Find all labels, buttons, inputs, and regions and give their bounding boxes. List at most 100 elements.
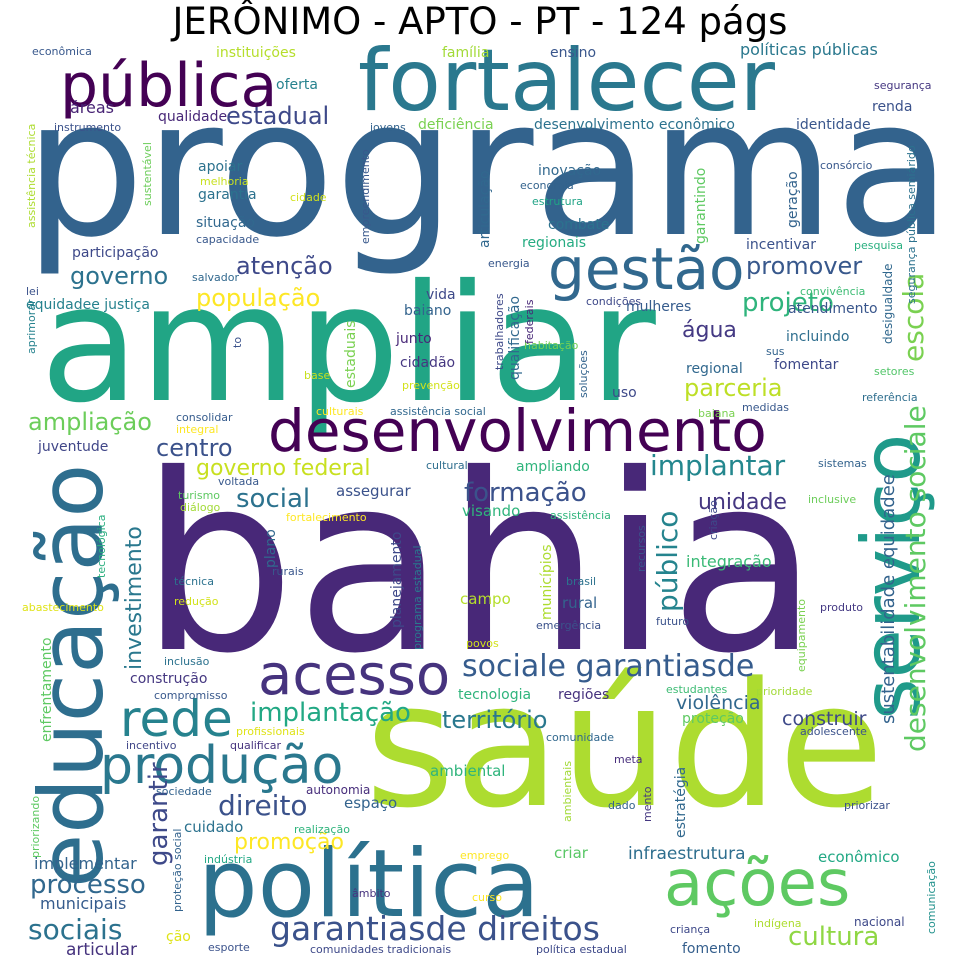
word: qualificação bbox=[507, 295, 523, 380]
word: emprego bbox=[460, 849, 510, 862]
word: promoção bbox=[234, 830, 344, 855]
word: desenvolvimento bbox=[268, 397, 767, 465]
word: cuidado bbox=[184, 818, 244, 836]
word: qualificar bbox=[230, 739, 282, 752]
word: regionais bbox=[522, 235, 587, 251]
word: ensino bbox=[550, 45, 597, 61]
word: qualidade bbox=[158, 109, 228, 125]
word: ção bbox=[166, 929, 191, 945]
word: compromisso bbox=[154, 689, 228, 702]
word: incluindo bbox=[786, 329, 850, 345]
word: autonomia bbox=[306, 783, 371, 797]
word: renda bbox=[872, 99, 913, 115]
word: fortalecer bbox=[358, 31, 776, 131]
word: enfrentamento bbox=[39, 637, 55, 742]
word: inovação bbox=[538, 163, 602, 179]
word: salvador bbox=[192, 271, 240, 284]
word: violência bbox=[676, 692, 761, 714]
word: regiões bbox=[558, 687, 610, 703]
word: desigualdade bbox=[881, 263, 895, 344]
word: visando bbox=[462, 502, 521, 520]
word: empreendimento bbox=[359, 149, 372, 244]
word: desenvolvimento econômico bbox=[534, 117, 735, 133]
word: indígena bbox=[754, 917, 802, 930]
word: articular bbox=[66, 940, 138, 960]
word: baiana bbox=[698, 407, 736, 420]
word: apoiar bbox=[198, 159, 243, 175]
word: mento bbox=[641, 786, 654, 823]
word: integral bbox=[176, 423, 219, 436]
word: criança bbox=[670, 923, 711, 936]
word: processo bbox=[30, 870, 146, 900]
word: construção bbox=[130, 671, 208, 687]
word: assistência técnica bbox=[25, 123, 38, 228]
word: assistência social bbox=[390, 405, 486, 418]
word: pública bbox=[60, 51, 278, 121]
word: bahia bbox=[140, 422, 820, 707]
word: economia bbox=[520, 179, 574, 192]
word: vida bbox=[426, 287, 456, 303]
word: criar bbox=[554, 844, 588, 862]
word: recursos bbox=[635, 525, 648, 572]
word: cidadão bbox=[400, 355, 456, 371]
word: governo federal bbox=[196, 456, 371, 481]
word: planejamento bbox=[389, 531, 405, 629]
word: estadual bbox=[226, 102, 330, 130]
word: curso bbox=[472, 891, 503, 904]
word: profissionais bbox=[236, 725, 305, 738]
word: junto bbox=[396, 331, 432, 347]
word: garantir bbox=[144, 762, 174, 866]
word: brasil bbox=[566, 575, 597, 588]
word: cultura bbox=[788, 922, 880, 952]
word: prevenção bbox=[402, 379, 460, 392]
word: desenvolvimento sociale bbox=[899, 405, 932, 752]
word: comunicação bbox=[925, 861, 938, 934]
word: trabalhadores bbox=[493, 293, 506, 370]
word: sistemas bbox=[818, 457, 867, 470]
word: geração bbox=[785, 171, 801, 228]
word: assegurar bbox=[336, 482, 411, 500]
word: convivência bbox=[800, 285, 866, 298]
word: instrumento bbox=[54, 121, 122, 134]
word: sustentável bbox=[141, 142, 154, 206]
word: ações bbox=[664, 847, 851, 921]
word: estratégia bbox=[673, 766, 689, 838]
word: implantar bbox=[650, 449, 786, 482]
word: ambientais bbox=[561, 760, 574, 822]
word: garantindo bbox=[693, 167, 709, 244]
word: assistência bbox=[550, 509, 611, 522]
word: energia bbox=[488, 257, 530, 270]
word: deficiência bbox=[418, 117, 494, 133]
word: inclusão bbox=[164, 655, 210, 668]
word: água bbox=[682, 318, 737, 343]
word: base bbox=[304, 369, 331, 382]
word: social bbox=[236, 484, 311, 514]
word: combate bbox=[548, 217, 610, 233]
word: redução bbox=[174, 595, 219, 608]
word: regional bbox=[686, 361, 743, 377]
word: referência bbox=[862, 391, 918, 404]
word: técnica bbox=[174, 575, 214, 588]
word: proteção social bbox=[171, 828, 184, 912]
word: incentivo bbox=[126, 739, 177, 752]
word: espaço bbox=[344, 794, 398, 812]
word: municipais bbox=[40, 894, 127, 913]
word: uso bbox=[612, 385, 637, 401]
word: aprimorar bbox=[25, 299, 38, 354]
word: estaduais bbox=[343, 320, 359, 389]
word: sociale garantiasde bbox=[462, 649, 755, 684]
word: sociedade bbox=[156, 785, 212, 798]
word: âmbito bbox=[352, 887, 391, 900]
word: fortalecimento bbox=[286, 511, 367, 524]
word: ampliando bbox=[516, 459, 590, 475]
word: garantia bbox=[198, 187, 257, 203]
word: condições bbox=[586, 295, 642, 308]
word: integração bbox=[686, 552, 772, 571]
word: infraestrutura bbox=[628, 844, 746, 864]
word: econômica bbox=[32, 45, 92, 58]
word: unidade bbox=[698, 490, 787, 515]
word: políticas públicas bbox=[740, 40, 878, 59]
word: plano bbox=[263, 529, 279, 568]
word-cloud-title: JERÔNIMO - APTO - PT - 124 págs bbox=[172, 0, 788, 43]
